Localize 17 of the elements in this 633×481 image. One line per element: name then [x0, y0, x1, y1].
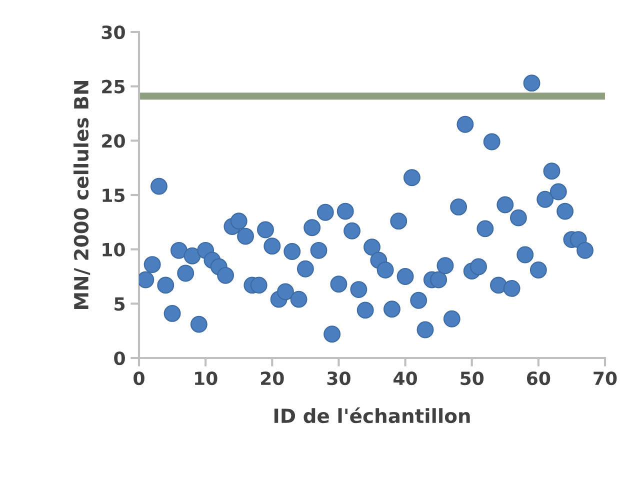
y-tick-label: 10: [102, 242, 125, 256]
y-tick-label: 30: [102, 25, 125, 40]
x-tick-label: 0: [134, 372, 144, 386]
y-tick-label: 0: [114, 351, 125, 366]
x-tick-label: 40: [394, 372, 417, 386]
y-tick-label: 15: [102, 188, 125, 202]
y-tick-label: 5: [114, 297, 125, 311]
y-tick-label: 20: [102, 134, 125, 148]
x-tick-label: 50: [460, 372, 484, 386]
y-axis-title: MN/ 2000 cellules BN: [74, 81, 90, 309]
x-tick-label: 70: [594, 372, 617, 386]
x-tick-label: 30: [327, 372, 350, 386]
y-tick-label: 25: [102, 80, 125, 94]
x-tick-label: 20: [261, 372, 284, 386]
x-tick-label: 10: [195, 372, 218, 386]
x-tick-label: 60: [526, 372, 550, 386]
x-axis-title: ID de l'échantillon: [274, 407, 470, 424]
